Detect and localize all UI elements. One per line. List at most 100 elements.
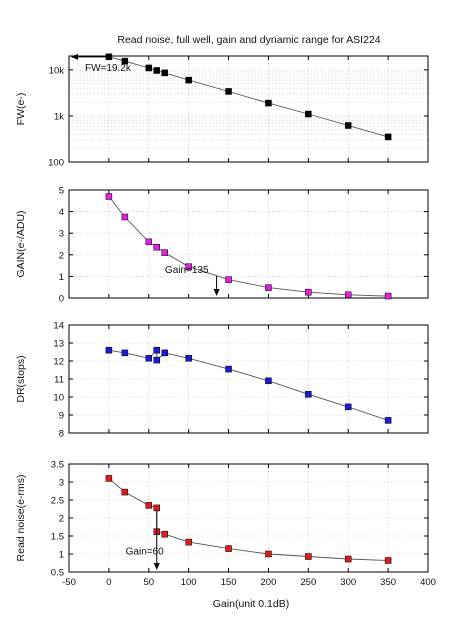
data-point <box>161 349 168 357</box>
y-axis-label: FW(e-) <box>15 93 27 126</box>
plot-frame <box>68 55 429 163</box>
data-point <box>185 538 192 546</box>
y-tick-label: 8 <box>59 429 64 440</box>
panel-fw: 100 1k 10k FW(e-) FW=19.2k <box>15 53 429 169</box>
data-point <box>145 64 153 72</box>
y-tick-label: 0.5 <box>51 568 64 579</box>
y-tick-label: 1 <box>59 550 64 561</box>
data-point <box>121 349 129 357</box>
data-point <box>105 53 113 61</box>
data-point <box>225 276 232 283</box>
y-tick-label: 1 <box>59 272 64 283</box>
y-tick-label: 100 <box>48 158 64 169</box>
data-point <box>265 284 272 291</box>
y-tick-label: 4 <box>59 207 64 218</box>
y-tick-label: 3.5 <box>51 460 64 471</box>
y-tick-label: 1.5 <box>51 532 64 543</box>
y-tick-label: 1k <box>54 111 64 122</box>
data-point <box>265 550 272 558</box>
y-axis-label: DR(stops) <box>15 355 27 402</box>
data-point <box>265 99 272 107</box>
data-point <box>225 365 232 373</box>
panel-gain: 0 1 2 3 4 5 GAIN(e-/ADU) Gain=135 <box>15 186 429 305</box>
x-tick-label: 350 <box>380 577 396 588</box>
data-point <box>305 553 312 560</box>
y-axis-label: GAIN(e-/ADU) <box>15 210 27 277</box>
data-point <box>305 391 312 398</box>
y-tick-label: 3 <box>59 229 64 240</box>
panel-dr: 8 9 10 11 12 13 14 DR(stops) <box>15 321 429 440</box>
data-point <box>344 291 352 299</box>
data-point <box>225 545 232 552</box>
data-point <box>105 346 113 354</box>
x-tick-label: 100 <box>181 577 197 588</box>
annotation-label: FW=19.2k <box>85 63 132 74</box>
x-tick-label: -50 <box>62 577 76 588</box>
data-point <box>265 377 272 385</box>
y-tick-label: 2 <box>59 250 64 261</box>
data-point <box>161 530 168 538</box>
data-point <box>153 504 161 512</box>
data-point <box>305 110 312 118</box>
y-tick-label: 9 <box>59 411 64 422</box>
y-tick-label: 2.5 <box>51 496 64 507</box>
data-point <box>121 213 129 221</box>
data-point <box>384 557 392 564</box>
data-point <box>384 417 392 424</box>
data-point <box>121 488 129 496</box>
y-axis-label: Read noise(e-rms) <box>15 475 27 562</box>
x-tick-label: 0 <box>106 577 111 588</box>
x-tick-label: 150 <box>221 577 237 588</box>
y-tick-label: 5 <box>59 186 64 197</box>
annotation-arrowhead <box>71 53 78 60</box>
y-tick-label: 14 <box>53 321 64 332</box>
annotation-label: Gain=60 <box>126 547 165 558</box>
data-point <box>153 243 161 251</box>
data-point <box>185 355 192 362</box>
x-tick-label: 200 <box>261 577 277 588</box>
data-point <box>153 346 161 354</box>
chart-title: Read noise, full well, gain and dynamic … <box>117 34 380 46</box>
y-tick-label: 3 <box>59 478 64 489</box>
series-line <box>108 478 389 561</box>
data-point <box>105 475 113 482</box>
data-point <box>305 288 312 296</box>
x-tick-label: 50 <box>143 577 154 588</box>
annotation-arrowhead <box>213 289 220 296</box>
y-tick-label: 0 <box>59 294 64 305</box>
data-point <box>161 69 168 77</box>
data-point <box>384 292 392 300</box>
data-point <box>105 193 113 200</box>
plot-frame <box>68 189 429 299</box>
data-point <box>121 57 129 65</box>
data-point <box>145 355 153 362</box>
y-tick-label: 13 <box>53 339 64 350</box>
y-tick-label: 12 <box>53 357 64 368</box>
data-point <box>344 555 352 563</box>
chart-panels: 1001k10kFW(e-)FW=19.2k012345GAIN(e-/ADU)… <box>15 53 436 589</box>
data-point <box>161 249 168 256</box>
data-point <box>153 356 161 364</box>
x-tick-label: 300 <box>340 577 356 588</box>
x-tick-label: 250 <box>300 577 316 588</box>
y-tick-label: 2 <box>59 514 64 525</box>
y-tick-label: 10k <box>49 65 65 76</box>
data-point <box>153 67 161 74</box>
x-tick-label: 400 <box>420 577 436 588</box>
data-point <box>344 403 352 411</box>
y-tick-label: 10 <box>53 393 64 404</box>
panel-read-noise: 0.5 1 1.5 2 2.5 3 3.5 Read noise(e-rms) Gain=60 -… <box>15 460 436 589</box>
x-axis-label: Gain(unit 0.1dB) <box>213 598 289 610</box>
annotation-arrowhead <box>153 563 160 570</box>
data-point <box>185 263 192 270</box>
data-point <box>384 133 392 141</box>
data-point <box>185 76 192 84</box>
data-point <box>344 122 352 129</box>
data-point <box>145 502 153 509</box>
data-point <box>145 238 153 246</box>
data-point <box>225 88 232 95</box>
y-tick-label: 11 <box>54 375 64 386</box>
annotation-label: Gain=135 <box>165 265 209 276</box>
series-line <box>108 349 389 421</box>
